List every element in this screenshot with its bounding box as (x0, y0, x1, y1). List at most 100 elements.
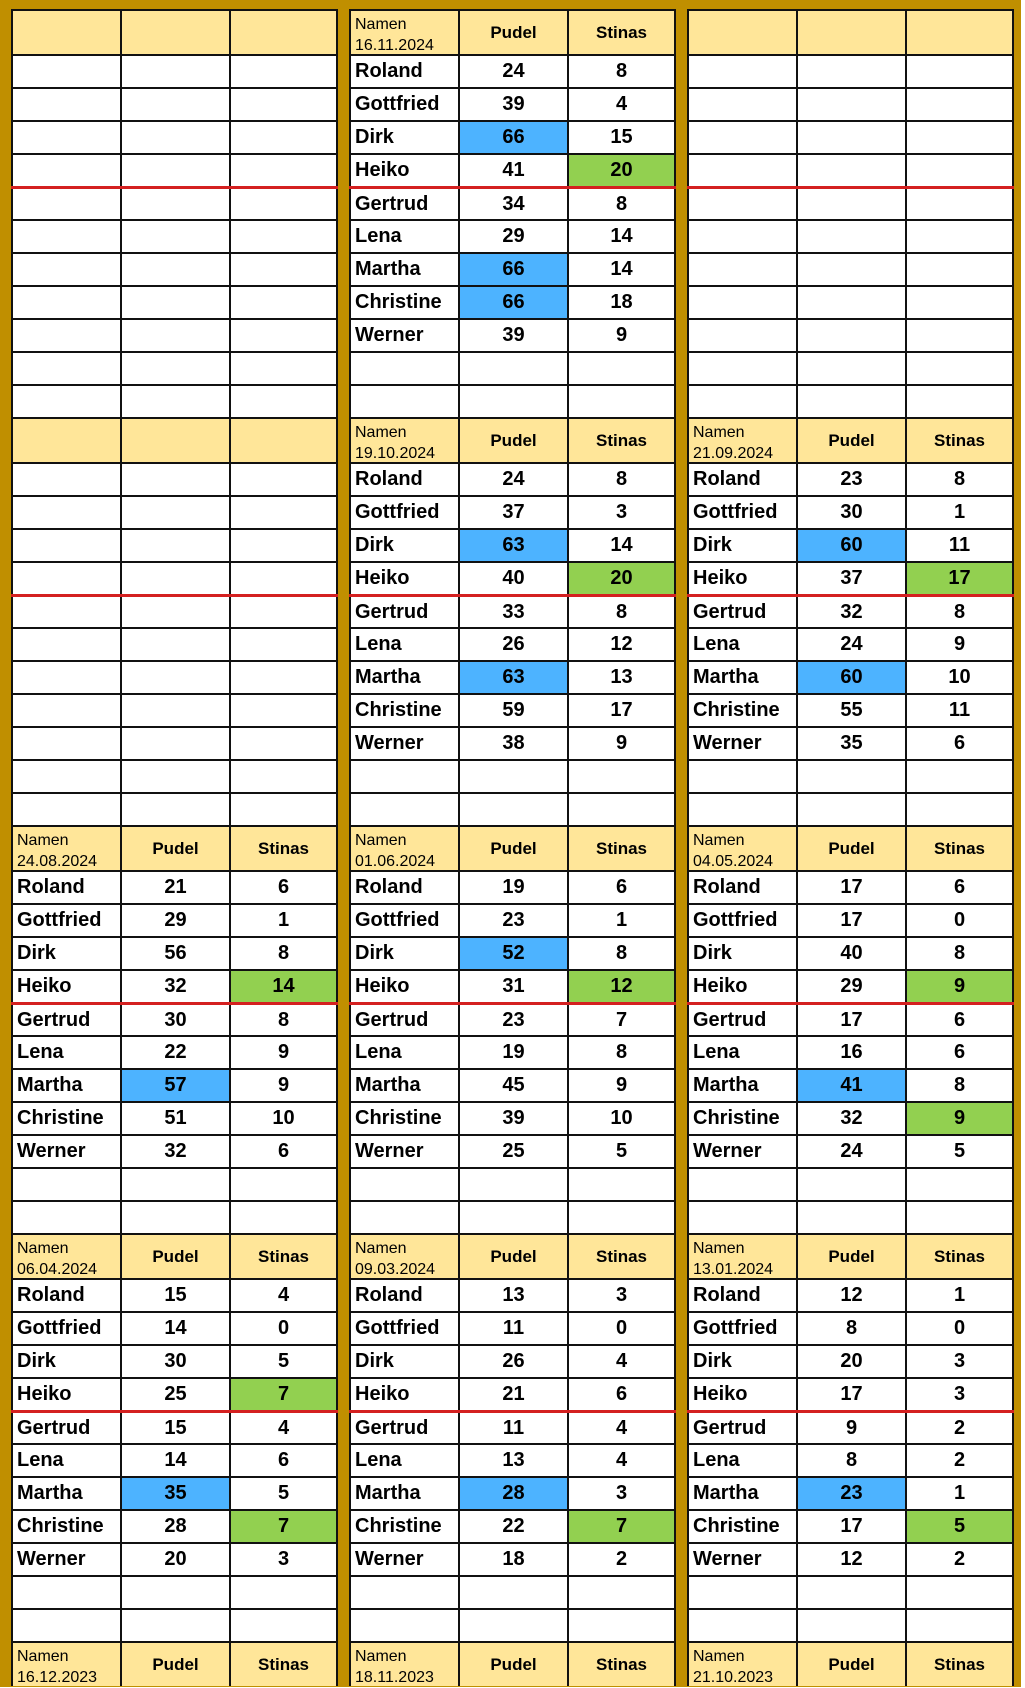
pudel-score-cell[interactable]: 39 (458, 320, 567, 351)
stinas-score-cell[interactable] (567, 386, 676, 417)
player-name-cell[interactable]: Dirk (349, 1346, 458, 1377)
stinas-score-cell[interactable]: 9 (567, 320, 676, 351)
stinas-score-cell[interactable]: 8 (229, 938, 338, 969)
stinas-score-cell[interactable] (905, 189, 1014, 219)
player-name-cell[interactable] (349, 1610, 458, 1641)
player-name-cell[interactable] (349, 794, 458, 825)
header-pudel-cell[interactable]: Pudel (458, 419, 567, 462)
stinas-score-cell[interactable]: 9 (229, 1070, 338, 1101)
pudel-score-cell[interactable] (120, 320, 229, 351)
pudel-score-cell[interactable]: 21 (120, 872, 229, 903)
stinas-score-cell[interactable] (229, 464, 338, 495)
stinas-score-cell[interactable]: 1 (567, 905, 676, 936)
stinas-score-cell[interactable]: 4 (567, 89, 676, 120)
stinas-score-cell[interactable] (567, 761, 676, 792)
pudel-score-cell[interactable]: 38 (458, 728, 567, 759)
stinas-score-cell[interactable]: 6 (229, 872, 338, 903)
pudel-score-cell[interactable]: 32 (120, 1136, 229, 1167)
pudel-score-cell[interactable] (796, 221, 905, 252)
stinas-score-cell[interactable] (229, 728, 338, 759)
stinas-score-cell[interactable] (229, 794, 338, 825)
header-name-cell[interactable]: Namen 24.08.2024 (11, 827, 120, 870)
player-name-cell[interactable] (11, 1169, 120, 1200)
pudel-score-cell[interactable]: 63 (458, 530, 567, 561)
player-name-cell[interactable]: Christine (11, 1103, 120, 1134)
stinas-score-cell[interactable] (229, 761, 338, 792)
stinas-score-cell[interactable] (229, 254, 338, 285)
player-name-cell[interactable] (687, 155, 796, 186)
stinas-score-cell[interactable] (905, 1202, 1014, 1233)
player-name-cell[interactable]: Martha (349, 1070, 458, 1101)
stinas-score-cell[interactable] (229, 563, 338, 594)
stinas-score-cell[interactable] (229, 56, 338, 87)
stinas-score-cell[interactable]: 13 (567, 662, 676, 693)
pudel-score-cell[interactable] (120, 728, 229, 759)
player-name-cell[interactable]: Martha (349, 1478, 458, 1509)
pudel-score-cell[interactable] (120, 221, 229, 252)
player-name-cell[interactable]: Heiko (11, 1379, 120, 1410)
stinas-score-cell[interactable]: 2 (905, 1544, 1014, 1575)
pudel-score-cell[interactable]: 23 (796, 1478, 905, 1509)
stinas-score-cell[interactable]: 6 (229, 1445, 338, 1476)
stinas-score-cell[interactable]: 8 (229, 1005, 338, 1035)
pudel-score-cell[interactable]: 19 (458, 1037, 567, 1068)
player-name-cell[interactable] (687, 221, 796, 252)
pudel-score-cell[interactable] (796, 1202, 905, 1233)
stinas-score-cell[interactable] (229, 1577, 338, 1608)
player-name-cell[interactable]: Gertrud (687, 597, 796, 627)
header-pudel-cell[interactable]: Pudel (458, 1235, 567, 1278)
player-name-cell[interactable]: Gottfried (687, 905, 796, 936)
pudel-score-cell[interactable]: 57 (120, 1070, 229, 1101)
stinas-score-cell[interactable] (905, 1610, 1014, 1641)
player-name-cell[interactable]: Werner (11, 1136, 120, 1167)
pudel-score-cell[interactable]: 35 (120, 1478, 229, 1509)
player-name-cell[interactable]: Lena (349, 1037, 458, 1068)
player-name-cell[interactable]: Gottfried (349, 497, 458, 528)
header-stinas-cell[interactable]: Stinas (905, 827, 1014, 870)
player-name-cell[interactable]: Christine (687, 695, 796, 726)
pudel-score-cell[interactable] (458, 794, 567, 825)
player-name-cell[interactable] (11, 287, 120, 318)
pudel-score-cell[interactable] (796, 320, 905, 351)
pudel-score-cell[interactable] (458, 1577, 567, 1608)
stinas-score-cell[interactable]: 12 (567, 629, 676, 660)
pudel-score-cell[interactable]: 32 (796, 597, 905, 627)
pudel-score-cell[interactable]: 20 (120, 1544, 229, 1575)
pudel-score-cell[interactable] (120, 155, 229, 186)
header-name-cell[interactable] (11, 419, 120, 462)
header-pudel-cell[interactable]: Pudel (796, 827, 905, 870)
pudel-score-cell[interactable]: 23 (796, 464, 905, 495)
player-name-cell[interactable] (11, 89, 120, 120)
stinas-score-cell[interactable]: 20 (567, 155, 676, 186)
header-stinas-cell[interactable] (229, 419, 338, 462)
stinas-score-cell[interactable] (567, 1610, 676, 1641)
stinas-score-cell[interactable]: 8 (567, 938, 676, 969)
player-name-cell[interactable]: Werner (349, 1136, 458, 1167)
player-name-cell[interactable]: Lena (349, 629, 458, 660)
player-name-cell[interactable] (349, 1577, 458, 1608)
pudel-score-cell[interactable]: 15 (120, 1280, 229, 1311)
stinas-score-cell[interactable]: 15 (567, 122, 676, 153)
pudel-score-cell[interactable]: 37 (796, 563, 905, 594)
player-name-cell[interactable]: Gottfried (349, 905, 458, 936)
player-name-cell[interactable] (349, 1169, 458, 1200)
header-pudel-cell[interactable] (120, 11, 229, 54)
player-name-cell[interactable] (11, 497, 120, 528)
pudel-score-cell[interactable] (458, 386, 567, 417)
pudel-score-cell[interactable]: 60 (796, 530, 905, 561)
player-name-cell[interactable] (11, 320, 120, 351)
pudel-score-cell[interactable]: 12 (796, 1544, 905, 1575)
stinas-score-cell[interactable] (905, 320, 1014, 351)
pudel-score-cell[interactable]: 12 (796, 1280, 905, 1311)
pudel-score-cell[interactable] (120, 122, 229, 153)
player-name-cell[interactable]: Roland (11, 1280, 120, 1311)
stinas-score-cell[interactable] (229, 353, 338, 384)
player-name-cell[interactable]: Dirk (11, 1346, 120, 1377)
player-name-cell[interactable]: Werner (687, 1136, 796, 1167)
player-name-cell[interactable]: Gertrud (687, 1413, 796, 1443)
player-name-cell[interactable] (687, 794, 796, 825)
header-name-cell[interactable]: Namen 16.12.2023 (11, 1643, 120, 1686)
header-name-cell[interactable]: Namen 16.11.2024 (349, 11, 458, 54)
stinas-score-cell[interactable]: 8 (567, 56, 676, 87)
player-name-cell[interactable] (11, 189, 120, 219)
